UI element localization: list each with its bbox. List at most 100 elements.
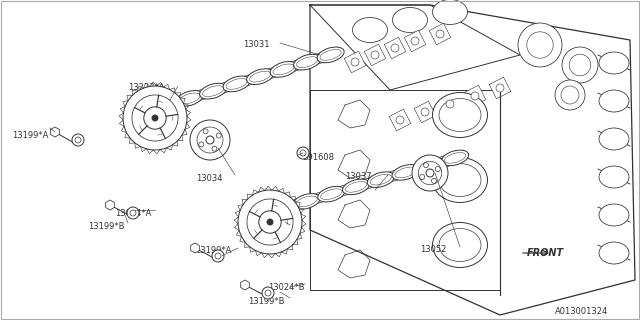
Ellipse shape (223, 76, 250, 92)
Bar (389, 109, 411, 131)
Bar (384, 37, 406, 59)
Circle shape (396, 116, 404, 124)
Text: 13223*A: 13223*A (128, 83, 164, 92)
Circle shape (351, 58, 359, 66)
Bar (364, 44, 386, 66)
Text: G91608: G91608 (302, 153, 335, 162)
Circle shape (555, 80, 585, 110)
Circle shape (435, 166, 440, 172)
Ellipse shape (417, 157, 444, 173)
Polygon shape (106, 200, 115, 210)
Circle shape (238, 190, 302, 254)
Circle shape (297, 147, 309, 159)
Ellipse shape (268, 201, 296, 216)
Polygon shape (51, 127, 60, 137)
Circle shape (190, 120, 230, 160)
Circle shape (426, 169, 434, 177)
Polygon shape (241, 280, 250, 290)
Ellipse shape (599, 52, 629, 74)
Circle shape (562, 47, 598, 83)
Circle shape (197, 127, 223, 153)
Text: 13223*B: 13223*B (245, 220, 282, 229)
Ellipse shape (442, 150, 468, 166)
Circle shape (152, 115, 158, 121)
Text: 13199*B: 13199*B (248, 297, 285, 306)
Bar (439, 93, 461, 115)
Ellipse shape (433, 222, 488, 268)
Circle shape (431, 178, 436, 183)
Circle shape (411, 37, 419, 45)
Ellipse shape (176, 91, 203, 106)
Ellipse shape (317, 47, 344, 63)
Text: FRONT: FRONT (527, 248, 564, 258)
Text: 13052: 13052 (420, 245, 446, 254)
Circle shape (496, 84, 504, 92)
Circle shape (527, 32, 553, 58)
Ellipse shape (433, 92, 488, 138)
Ellipse shape (353, 18, 387, 43)
Circle shape (419, 161, 442, 185)
Circle shape (471, 92, 479, 100)
Ellipse shape (293, 194, 320, 209)
Circle shape (75, 137, 81, 143)
Text: 13024*B: 13024*B (268, 283, 305, 292)
Circle shape (123, 86, 187, 150)
Polygon shape (310, 5, 635, 315)
Ellipse shape (599, 128, 629, 150)
Ellipse shape (200, 83, 227, 99)
Text: 13031: 13031 (243, 40, 269, 49)
Circle shape (424, 163, 429, 168)
Ellipse shape (392, 7, 428, 33)
Circle shape (259, 211, 281, 233)
Circle shape (127, 207, 139, 219)
Circle shape (569, 54, 591, 76)
Ellipse shape (439, 99, 481, 132)
Ellipse shape (599, 90, 629, 112)
Ellipse shape (599, 204, 629, 226)
Circle shape (247, 199, 293, 245)
Bar (429, 23, 451, 45)
Ellipse shape (433, 157, 488, 203)
Text: 13199*A: 13199*A (12, 131, 49, 140)
Text: 13199*B: 13199*B (88, 222, 125, 231)
Polygon shape (191, 243, 199, 253)
Circle shape (265, 290, 271, 296)
Circle shape (518, 23, 562, 67)
Bar (344, 51, 365, 73)
Circle shape (300, 150, 306, 156)
Bar (414, 101, 436, 123)
Ellipse shape (152, 98, 180, 114)
Text: 13037: 13037 (345, 172, 372, 181)
Circle shape (212, 146, 217, 151)
Bar (404, 30, 426, 52)
Ellipse shape (599, 166, 629, 188)
Ellipse shape (294, 54, 321, 70)
Circle shape (371, 51, 379, 59)
Circle shape (391, 44, 399, 52)
Circle shape (420, 174, 425, 180)
Bar (464, 85, 486, 107)
Text: 13024*A: 13024*A (115, 209, 152, 218)
Ellipse shape (367, 172, 394, 188)
Bar (489, 77, 511, 99)
Circle shape (206, 136, 214, 144)
Ellipse shape (439, 164, 481, 196)
Ellipse shape (318, 186, 345, 202)
Circle shape (436, 30, 444, 38)
Circle shape (412, 155, 448, 191)
Circle shape (561, 86, 579, 104)
Circle shape (212, 250, 224, 262)
Ellipse shape (599, 242, 629, 264)
Circle shape (203, 129, 208, 134)
Circle shape (215, 253, 221, 259)
Circle shape (144, 107, 166, 129)
Text: 13034: 13034 (196, 174, 223, 183)
Ellipse shape (392, 164, 419, 180)
Circle shape (199, 142, 204, 147)
Text: 13199*A: 13199*A (195, 246, 232, 255)
Ellipse shape (246, 69, 274, 84)
Circle shape (262, 287, 274, 299)
Circle shape (446, 100, 454, 108)
Circle shape (130, 210, 136, 216)
Circle shape (421, 108, 429, 116)
